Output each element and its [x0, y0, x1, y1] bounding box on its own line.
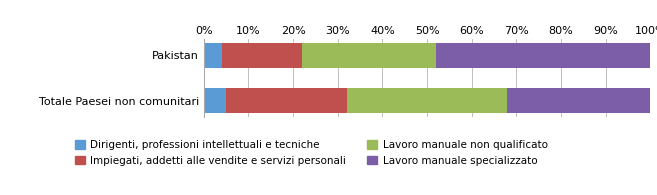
Bar: [302, 43, 436, 68]
Bar: [226, 88, 347, 113]
Bar: [221, 43, 302, 68]
Bar: [204, 88, 226, 113]
Bar: [204, 43, 221, 68]
Legend: Dirigenti, professioni intellettuali e tecniche, Impiegati, addetti alle vendite: Dirigenti, professioni intellettuali e t…: [70, 136, 552, 170]
Bar: [436, 43, 650, 68]
Bar: [507, 88, 650, 113]
Bar: [347, 88, 507, 113]
